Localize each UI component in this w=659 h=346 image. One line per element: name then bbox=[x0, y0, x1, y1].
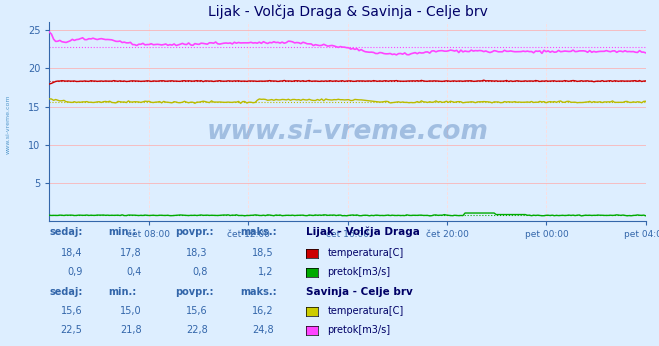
Text: 0,9: 0,9 bbox=[67, 267, 82, 277]
Text: 18,4: 18,4 bbox=[61, 248, 82, 258]
Text: sedaj:: sedaj: bbox=[49, 287, 83, 297]
Text: 21,8: 21,8 bbox=[120, 325, 142, 335]
Text: maks.:: maks.: bbox=[241, 227, 277, 237]
Text: povpr.:: povpr.: bbox=[175, 227, 213, 237]
Text: 0,8: 0,8 bbox=[192, 267, 208, 277]
Text: 15,6: 15,6 bbox=[186, 306, 208, 316]
Text: 22,8: 22,8 bbox=[186, 325, 208, 335]
Text: 22,5: 22,5 bbox=[61, 325, 82, 335]
Text: Lijak - Volčja Draga: Lijak - Volčja Draga bbox=[306, 227, 420, 237]
Text: www.si-vreme.com: www.si-vreme.com bbox=[5, 95, 11, 154]
Text: 15,0: 15,0 bbox=[120, 306, 142, 316]
Text: 18,5: 18,5 bbox=[252, 248, 273, 258]
Text: 17,8: 17,8 bbox=[120, 248, 142, 258]
Text: pretok[m3/s]: pretok[m3/s] bbox=[328, 267, 391, 277]
Text: povpr.:: povpr.: bbox=[175, 287, 213, 297]
Text: 18,3: 18,3 bbox=[186, 248, 208, 258]
Text: www.si-vreme.com: www.si-vreme.com bbox=[207, 119, 488, 145]
Text: temperatura[C]: temperatura[C] bbox=[328, 248, 404, 258]
Text: Savinja - Celje brv: Savinja - Celje brv bbox=[306, 287, 413, 297]
Text: min.:: min.: bbox=[109, 227, 137, 237]
Text: 24,8: 24,8 bbox=[252, 325, 273, 335]
Text: min.:: min.: bbox=[109, 287, 137, 297]
Text: 16,2: 16,2 bbox=[252, 306, 273, 316]
Text: 0,4: 0,4 bbox=[127, 267, 142, 277]
Text: maks.:: maks.: bbox=[241, 287, 277, 297]
Text: temperatura[C]: temperatura[C] bbox=[328, 306, 404, 316]
Text: 15,6: 15,6 bbox=[61, 306, 82, 316]
Text: pretok[m3/s]: pretok[m3/s] bbox=[328, 325, 391, 335]
Text: sedaj:: sedaj: bbox=[49, 227, 83, 237]
Title: Lijak - Volčja Draga & Savinja - Celje brv: Lijak - Volčja Draga & Savinja - Celje b… bbox=[208, 4, 488, 19]
Text: 1,2: 1,2 bbox=[258, 267, 273, 277]
